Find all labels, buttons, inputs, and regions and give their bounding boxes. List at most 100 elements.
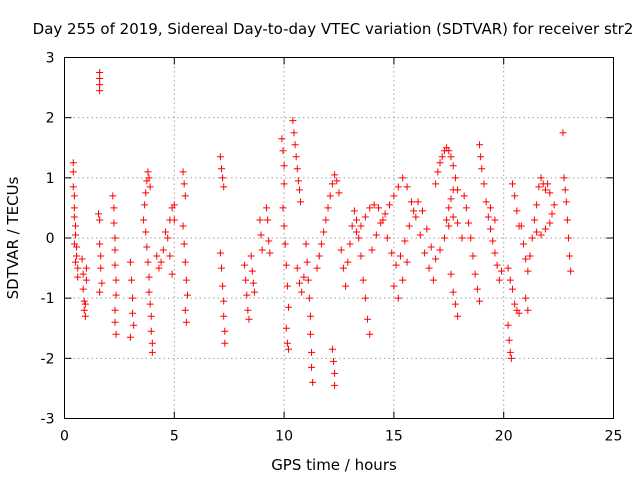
data-point xyxy=(313,264,321,272)
data-point xyxy=(476,141,484,149)
data-point xyxy=(427,243,435,251)
data-point xyxy=(322,216,330,224)
data-point xyxy=(144,258,152,266)
data-point xyxy=(282,324,290,332)
data-point xyxy=(544,180,552,188)
data-point xyxy=(399,174,407,182)
data-point xyxy=(249,279,257,287)
data-point xyxy=(386,201,394,209)
data-point xyxy=(489,237,497,245)
data-point xyxy=(298,288,306,296)
data-point xyxy=(526,252,534,260)
data-point xyxy=(425,264,433,272)
data-point xyxy=(333,177,341,185)
data-point xyxy=(482,198,490,206)
data-point xyxy=(219,174,227,182)
data-point xyxy=(162,228,170,236)
data-point xyxy=(454,312,462,320)
data-point xyxy=(465,219,473,227)
data-point xyxy=(170,201,178,209)
data-point xyxy=(399,276,407,284)
data-point xyxy=(331,369,339,377)
data-point xyxy=(290,129,298,137)
data-point xyxy=(353,216,361,224)
data-point xyxy=(181,192,189,200)
data-point xyxy=(145,174,153,182)
data-point xyxy=(96,240,104,248)
y-tick-label: 0 xyxy=(46,231,55,247)
data-point xyxy=(477,153,485,161)
data-point xyxy=(396,252,404,260)
data-point xyxy=(390,192,398,200)
x-tick-label: 15 xyxy=(385,429,403,445)
data-point xyxy=(493,261,501,269)
data-point xyxy=(280,222,288,230)
data-point xyxy=(180,240,188,248)
data-point xyxy=(216,249,224,257)
data-point xyxy=(284,303,292,311)
data-point xyxy=(331,171,339,179)
data-point xyxy=(315,252,323,260)
data-point xyxy=(140,216,148,224)
data-point xyxy=(507,354,515,362)
data-point xyxy=(401,237,409,245)
y-tick-label: -1 xyxy=(41,291,55,307)
data-point xyxy=(110,204,118,212)
data-point xyxy=(129,294,137,302)
data-point xyxy=(508,180,516,188)
x-axis-label: GPS time / hours xyxy=(271,456,397,474)
data-point xyxy=(153,252,161,260)
data-point xyxy=(541,186,549,194)
data-point xyxy=(447,195,455,203)
data-point xyxy=(443,216,451,224)
data-points xyxy=(69,69,575,389)
data-point xyxy=(346,240,354,248)
data-point xyxy=(247,252,255,260)
data-point xyxy=(522,255,530,263)
data-point xyxy=(283,282,291,290)
data-point xyxy=(179,168,187,176)
data-point xyxy=(293,165,301,173)
data-point xyxy=(328,345,336,353)
data-point xyxy=(130,321,138,329)
data-point xyxy=(451,300,459,308)
data-point xyxy=(447,153,455,161)
data-point xyxy=(504,264,512,272)
data-point xyxy=(263,204,271,212)
data-point xyxy=(306,312,314,320)
data-point xyxy=(250,288,258,296)
data-point xyxy=(258,246,266,254)
x-tick-label: 5 xyxy=(170,429,179,445)
data-point xyxy=(414,198,422,206)
x-tick-label: 25 xyxy=(605,429,623,445)
data-point xyxy=(78,255,86,263)
data-point xyxy=(241,261,249,269)
data-point xyxy=(221,339,229,347)
data-point xyxy=(559,129,567,137)
y-tick-label: 1 xyxy=(46,171,55,187)
data-point xyxy=(82,276,90,284)
data-point xyxy=(168,270,176,278)
data-point xyxy=(71,222,79,230)
data-point xyxy=(281,240,289,248)
data-point xyxy=(96,75,104,83)
data-point xyxy=(460,192,468,200)
data-point xyxy=(74,264,82,272)
axis-ticks: 0 5 10 15 20 25 -3 -2 -1 0 1 2 3 xyxy=(41,51,623,445)
data-point xyxy=(434,168,442,176)
data-point xyxy=(372,231,380,239)
data-point xyxy=(320,228,328,236)
data-point xyxy=(324,204,332,212)
data-point xyxy=(302,240,310,248)
data-point xyxy=(280,180,288,188)
data-point xyxy=(180,180,188,188)
data-point xyxy=(361,213,369,221)
data-point xyxy=(383,234,391,242)
data-point xyxy=(487,204,495,212)
data-point xyxy=(535,183,543,191)
data-point xyxy=(70,213,78,221)
data-point xyxy=(96,81,104,89)
data-point xyxy=(357,222,365,230)
data-point xyxy=(280,162,288,170)
data-point xyxy=(348,222,356,230)
